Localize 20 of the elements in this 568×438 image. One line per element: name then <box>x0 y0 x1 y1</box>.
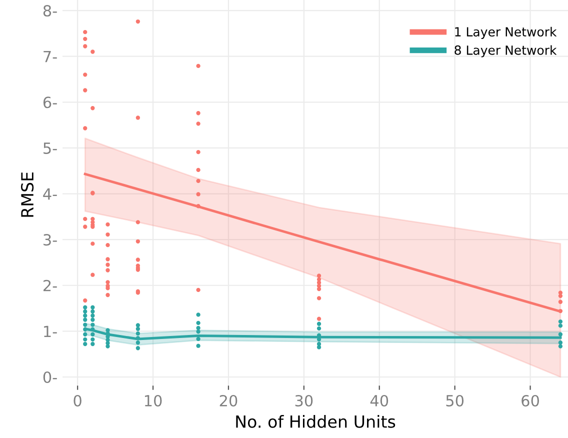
x-axis-title: No. of Hidden Units <box>236 415 396 428</box>
x-tick-label: 40 <box>370 394 388 407</box>
x-tick-label: 20 <box>220 394 238 407</box>
x-tick-label: 0 <box>74 394 82 407</box>
y-tick-label: 8- <box>43 5 57 17</box>
x-tick-label: 30 <box>295 394 313 407</box>
y-tick-label: 7- <box>44 51 57 62</box>
y-tick-label: 5- <box>44 142 57 154</box>
x-tick-label: 50 <box>446 394 464 407</box>
y-axis-title: RMSE <box>20 172 34 217</box>
legend-label: 1 Layer Network <box>455 26 557 39</box>
x-tick-label: 60 <box>522 394 539 407</box>
y-tick-label: 3- <box>44 234 57 246</box>
y-tick-label: 2- <box>44 280 57 292</box>
y-tick-label: 0- <box>43 371 57 384</box>
y-tick-label: 4- <box>43 188 57 200</box>
y-tick-label: 6- <box>43 96 57 108</box>
x-tick-label: 10 <box>144 394 162 407</box>
legend-label: 8 Layer Network <box>454 45 557 58</box>
y-tick-label: 1- <box>44 326 57 337</box>
